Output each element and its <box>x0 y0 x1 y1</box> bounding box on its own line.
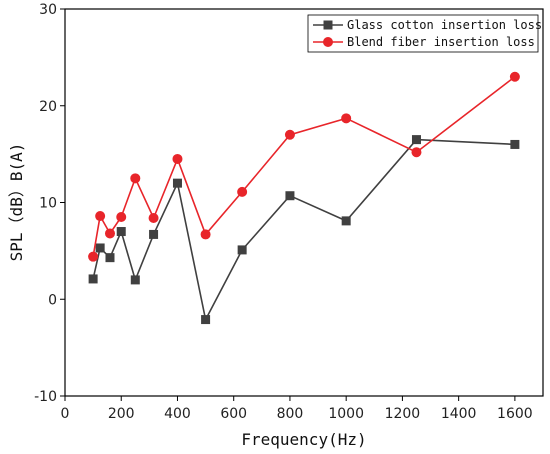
x-tick-label: 1000 <box>328 406 364 422</box>
data-point <box>411 135 421 145</box>
y-tick-label: 20 <box>39 99 57 115</box>
legend-label-blend: Blend fiber insertion loss <box>347 35 535 49</box>
data-point <box>116 227 126 237</box>
legend-marker-blend <box>323 37 333 47</box>
x-tick-label: 600 <box>220 406 247 422</box>
data-point <box>105 253 115 263</box>
series-layer <box>88 71 520 325</box>
y-tick-label: -10 <box>34 389 57 405</box>
data-point <box>200 229 211 240</box>
legend-label-glass: Glass cotton insertion loss <box>347 18 542 32</box>
data-point <box>88 274 98 284</box>
data-point <box>237 245 247 255</box>
data-point <box>201 315 211 325</box>
data-point <box>284 129 295 140</box>
y-tick-label: 30 <box>39 2 57 18</box>
legend: Glass cotton insertion loss Blend fiber … <box>307 14 542 53</box>
data-point <box>95 211 106 222</box>
x-tick-label: 1200 <box>385 406 421 422</box>
legend-box <box>307 14 539 53</box>
data-point <box>510 139 520 149</box>
data-point <box>130 173 141 184</box>
data-point <box>116 212 127 223</box>
data-point <box>411 147 422 158</box>
legend-marker-glass <box>323 20 333 30</box>
data-point <box>285 191 295 201</box>
data-point <box>95 243 105 253</box>
data-point <box>237 186 248 197</box>
y-tick-label: 0 <box>48 292 57 308</box>
x-tick-label: 0 <box>61 406 70 422</box>
x-tick-label: 1400 <box>441 406 477 422</box>
data-point <box>341 113 352 124</box>
y-axis-title: SPL（dB）B(A) <box>7 143 26 262</box>
y-tick-label: 10 <box>39 196 57 212</box>
data-point <box>341 216 351 226</box>
x-tick-label: 1600 <box>497 406 533 422</box>
data-point <box>149 229 159 239</box>
data-point <box>148 212 159 223</box>
data-point <box>509 71 520 82</box>
data-point <box>130 275 140 285</box>
data-point <box>104 228 115 239</box>
data-point <box>88 251 99 262</box>
x-tick-label: 400 <box>164 406 191 422</box>
x-tick-label: 200 <box>108 406 135 422</box>
x-tick-label: 800 <box>277 406 304 422</box>
series-line-0 <box>92 138 515 322</box>
data-point <box>172 178 182 188</box>
x-axis-title: Frequency(Hz) <box>241 430 366 449</box>
data-point <box>172 153 183 164</box>
